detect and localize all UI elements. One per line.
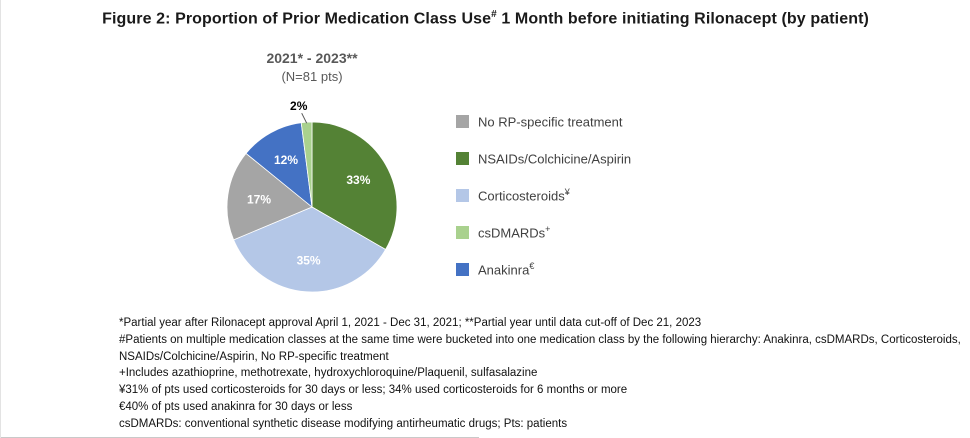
legend-label-superscript: ¥	[564, 187, 570, 198]
pie-slice-1	[233, 206, 387, 293]
legend-item-nsaids-colchicine-aspirin: NSAIDs/Colchicine/Aspirin	[456, 150, 632, 167]
chart-subtitle: 2021* - 2023** (N=81 pts)	[226, 50, 398, 84]
footnote-corticosteroid-duration: ¥31% of pts used corticosteroids for 30 …	[119, 384, 628, 397]
figure-title-post: 1 Month before initiating Rilonacept (by…	[496, 10, 869, 28]
legend-swatch-light-blue	[456, 189, 469, 202]
chart-year-range: 2021* - 2023**	[266, 50, 358, 66]
footnote-partial-year: *Partial year after Rilonacept approval …	[119, 317, 702, 329]
legend-label-superscript: €	[529, 261, 535, 272]
footnote-anakinra-duration: €40% of pts used anakinra for 30 days or…	[119, 400, 353, 413]
legend-swatch-blue	[456, 263, 469, 276]
figure-title-superscript: #	[491, 9, 497, 20]
figure-title: Figure 2: Proportion of Prior Medication…	[1, 9, 970, 28]
pie-chart: 33% 35% 17% 12% 2%	[226, 99, 398, 293]
legend-swatch-dark-green	[456, 152, 469, 165]
footnote-abbreviations: csDMARDs: conventional synthetic disease…	[119, 417, 568, 430]
legend-label: Anakinra€	[478, 261, 534, 277]
legend-label-text: csDMARDs	[478, 225, 546, 241]
pie-slice-label-3: 12%	[274, 153, 298, 167]
legend-label-superscript: +	[545, 224, 551, 235]
legend-item-anakinra: Anakinra€	[456, 261, 631, 278]
pie-callout-line	[301, 112, 308, 124]
legend-label-text: No RP-specific treatment	[478, 114, 623, 130]
legend-label: No RP-specific treatment	[478, 113, 623, 130]
legend-label: NSAIDs/Colchicine/Aspirin	[478, 150, 632, 167]
figure-title-pre: Figure 2: Proportion of Prior Medication…	[102, 10, 492, 28]
pie-slice-2	[226, 152, 313, 241]
footnote-csdmards-includes: +Includes azathioprine, methotrexate, hy…	[119, 367, 538, 380]
legend-label-text: Anakinra	[478, 262, 530, 278]
footnotes: *Partial year after Rilonacept approval …	[119, 315, 961, 433]
legend-swatch-light-green	[456, 226, 469, 239]
footnote-hierarchy: #Patients on multiple medication classes…	[119, 333, 961, 363]
legend-label: Corticosteroids¥	[478, 187, 570, 203]
pie-slice-label-1: 35%	[297, 253, 321, 267]
legend-swatch-gray	[456, 115, 469, 128]
legend-label-text: Corticosteroids	[478, 188, 565, 204]
legend-item-no-rp-treatment: No RP-specific treatment	[456, 113, 631, 130]
legend-item-csdmards: csDMARDs+	[456, 224, 631, 241]
legend-item-corticosteroids: Corticosteroids¥	[456, 187, 631, 204]
chart-legend: No RP-specific treatment NSAIDs/Colchici…	[456, 113, 632, 278]
pie-slice-label-0: 33%	[346, 173, 370, 187]
legend-label-text: NSAIDs/Colchicine/Aspirin	[478, 151, 632, 167]
pie-slice-0	[311, 121, 398, 251]
chart-sample-size: (N=81 pts)	[281, 69, 343, 84]
pie-slice-label-4: 2%	[290, 99, 308, 113]
pie-slice-3	[245, 122, 313, 208]
pie-slice-label-2: 17%	[247, 192, 271, 206]
legend-label: csDMARDs+	[478, 224, 550, 240]
